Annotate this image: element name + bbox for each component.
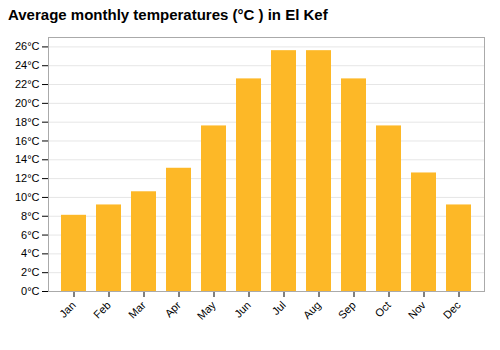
svg-text:4°C: 4°C	[21, 247, 40, 259]
svg-text:Jul: Jul	[269, 299, 287, 317]
svg-text:Apr: Apr	[162, 299, 183, 320]
svg-text:Sep: Sep	[336, 299, 358, 321]
svg-text:Mar: Mar	[126, 299, 148, 321]
svg-text:16°C: 16°C	[15, 135, 40, 147]
svg-text:8°C: 8°C	[21, 210, 40, 222]
svg-text:Feb: Feb	[91, 299, 113, 321]
svg-text:20°C: 20°C	[15, 97, 40, 109]
svg-text:Jan: Jan	[57, 299, 78, 320]
svg-text:12°C: 12°C	[15, 172, 40, 184]
svg-text:2°C: 2°C	[21, 266, 40, 278]
svg-text:Aug: Aug	[301, 299, 323, 321]
svg-text:Nov: Nov	[406, 298, 429, 321]
svg-text:26°C: 26°C	[15, 40, 40, 52]
svg-text:Oct: Oct	[372, 299, 393, 320]
svg-text:14°C: 14°C	[15, 153, 40, 165]
svg-text:6°C: 6°C	[21, 229, 40, 241]
svg-text:10°C: 10°C	[15, 191, 40, 203]
svg-text:18°C: 18°C	[15, 116, 40, 128]
svg-text:Dec: Dec	[441, 298, 464, 321]
svg-text:0°C: 0°C	[21, 285, 40, 297]
svg-text:Jun: Jun	[232, 299, 253, 320]
html-text:Average monthly temperatures (: Average monthly temperatures (°C ) in El…	[8, 6, 328, 23]
svg-text:22°C: 22°C	[15, 78, 40, 90]
svg-text:May: May	[195, 298, 219, 322]
svg-text:24°C: 24°C	[15, 59, 40, 71]
